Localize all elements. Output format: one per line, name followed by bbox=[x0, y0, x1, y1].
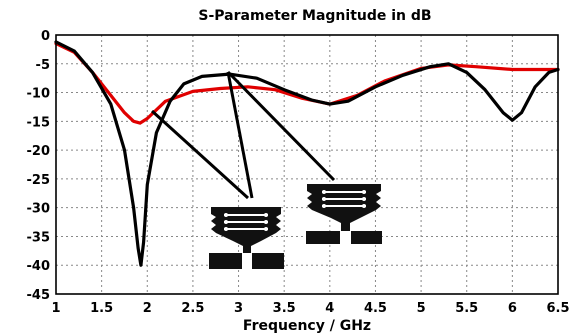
chart-title: S-Parameter Magnitude in dB bbox=[198, 8, 431, 24]
y-tick-label: -5 bbox=[36, 58, 50, 73]
y-tick-label: -30 bbox=[27, 202, 51, 217]
y-tick-label: -25 bbox=[27, 173, 51, 188]
x-tick-label: 5 bbox=[417, 301, 426, 316]
x-tick-label: 4.5 bbox=[364, 301, 387, 316]
y-tick-label: -10 bbox=[27, 87, 51, 102]
y-tick-label: -15 bbox=[27, 115, 51, 130]
leader-line bbox=[150, 109, 250, 200]
y-tick-label: -35 bbox=[27, 230, 51, 245]
leader-line bbox=[226, 70, 336, 182]
x-tick-label: 6 bbox=[508, 301, 517, 316]
x-tick-label: 4 bbox=[325, 301, 334, 316]
x-tick-label: 3 bbox=[234, 301, 243, 316]
y-tick-label: -45 bbox=[27, 288, 51, 303]
x-tick-label: 2.5 bbox=[181, 301, 204, 316]
x-tick-label: 2 bbox=[143, 301, 152, 316]
x-tick-label: 6.5 bbox=[546, 301, 569, 316]
tick-labels: 1 1.5 2 2.5 3 3.5 4 4.5 5 5.5 6 6.5 0 -5 -10 -15 -20 -25 -… bbox=[27, 29, 570, 316]
antenna-insets bbox=[150, 70, 382, 269]
x-axis-label: Frequency / GHz bbox=[243, 318, 371, 334]
antenna-icon-right bbox=[306, 184, 382, 244]
leader-line bbox=[226, 71, 254, 199]
y-tick-label: -20 bbox=[27, 144, 51, 159]
x-tick-label: 5.5 bbox=[455, 301, 478, 316]
series-line-2 bbox=[54, 40, 560, 267]
y-tick-label: -40 bbox=[27, 259, 51, 274]
series-layer bbox=[54, 40, 560, 267]
x-tick-label: 1 bbox=[51, 301, 60, 316]
x-tick-label: 1.5 bbox=[90, 301, 113, 316]
x-tick-label: 3.5 bbox=[273, 301, 296, 316]
plot-frame bbox=[55, 34, 559, 295]
grid-lines bbox=[56, 35, 558, 294]
antenna-icon-left bbox=[209, 207, 284, 269]
y-tick-label: 0 bbox=[41, 29, 50, 44]
series-line-1 bbox=[54, 42, 560, 125]
